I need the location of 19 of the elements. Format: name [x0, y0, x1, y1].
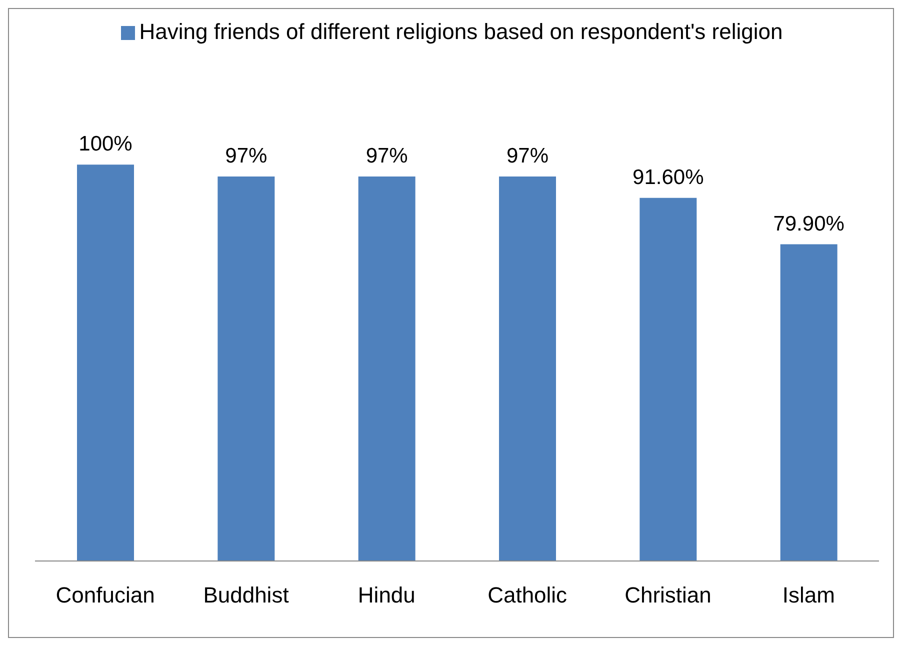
legend-label: Having friends of different religions based on respondent's religion — [139, 19, 783, 44]
bar — [77, 164, 134, 561]
x-tick-label: Catholic — [488, 582, 568, 608]
data-label: 97% — [366, 144, 408, 168]
data-label: 91.60% — [632, 166, 704, 189]
x-tick-label: Buddhist — [203, 582, 289, 608]
data-label: 79.90% — [773, 212, 844, 236]
x-tick-label: Hindu — [358, 582, 416, 608]
data-label: 97% — [506, 144, 549, 168]
bar — [499, 176, 556, 561]
bar — [358, 176, 416, 561]
data-label: 100% — [78, 132, 132, 156]
data-label: 97% — [225, 144, 268, 168]
x-tick-label: Christian — [624, 582, 712, 608]
x-tick-label: Confucian — [56, 582, 155, 608]
bar — [218, 176, 275, 561]
x-tick-label: Islam — [782, 582, 835, 608]
bar — [640, 198, 697, 561]
bar — [780, 244, 838, 561]
